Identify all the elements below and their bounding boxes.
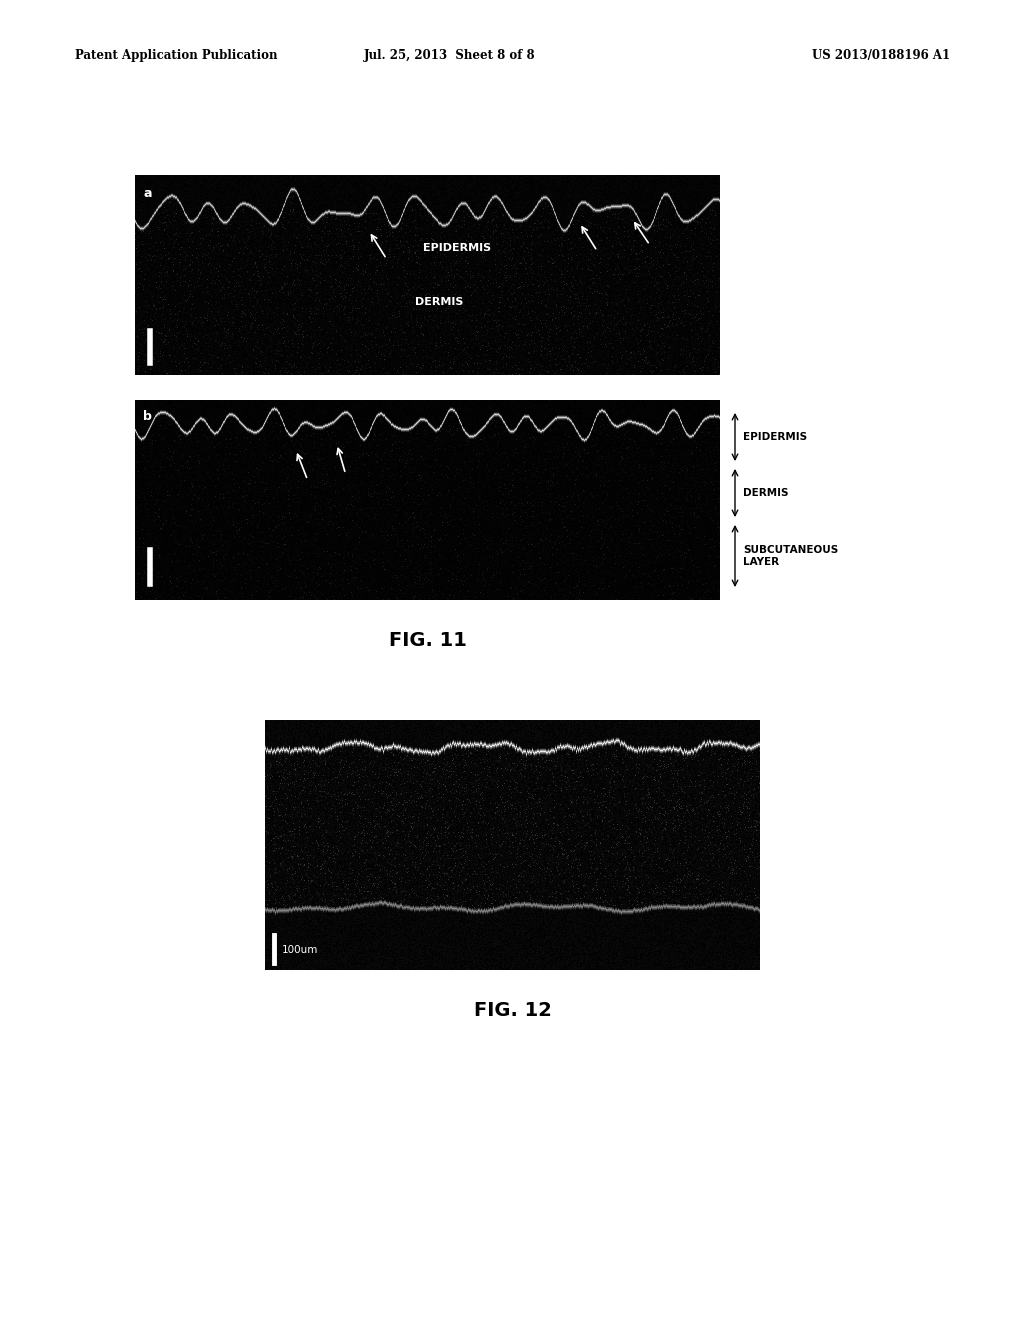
Text: b: b [143, 411, 152, 422]
Text: SUBCUTANEOUS
LAYER: SUBCUTANEOUS LAYER [743, 545, 839, 566]
Text: EPIDERMIS: EPIDERMIS [423, 243, 490, 253]
Text: FIG. 12: FIG. 12 [473, 1001, 552, 1019]
Text: a: a [143, 187, 152, 201]
Text: Patent Application Publication: Patent Application Publication [75, 49, 278, 62]
Text: Jul. 25, 2013  Sheet 8 of 8: Jul. 25, 2013 Sheet 8 of 8 [365, 49, 536, 62]
Text: DERMIS: DERMIS [743, 488, 788, 498]
Text: US 2013/0188196 A1: US 2013/0188196 A1 [812, 49, 950, 62]
Text: EPIDERMIS: EPIDERMIS [743, 432, 807, 442]
Text: DERMIS: DERMIS [415, 297, 464, 308]
Text: FIG. 11: FIG. 11 [388, 631, 467, 649]
Text: 100um: 100um [282, 945, 317, 954]
